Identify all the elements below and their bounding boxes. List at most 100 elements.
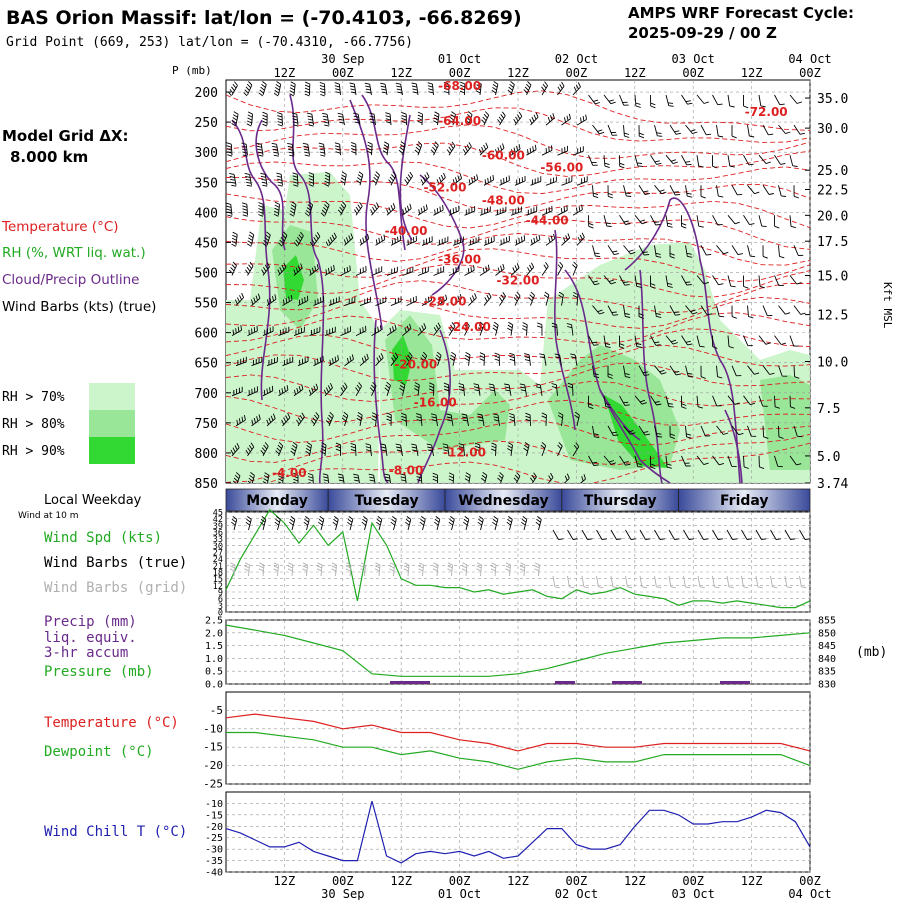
wind-barb-325 bbox=[681, 335, 693, 346]
cloud-outline-3 bbox=[349, 99, 383, 331]
wind-barb-71 bbox=[762, 124, 774, 136]
wind-barb-422 bbox=[461, 413, 469, 426]
wind-barb-p2g-19 bbox=[360, 562, 366, 577]
wind-barb-p2t-26 bbox=[419, 516, 426, 531]
wind-panel-legend: Wind Spd (kts) Wind Barbs (true) Wind Barb… bbox=[44, 530, 187, 596]
temperature-contour-6 bbox=[226, 193, 810, 229]
wind-barb-69 bbox=[731, 125, 737, 139]
wind-barb-448 bbox=[290, 441, 298, 457]
wind-barb-131 bbox=[545, 176, 557, 186]
wind-barb-274 bbox=[468, 293, 477, 306]
wind-barb-23 bbox=[588, 94, 601, 105]
pressure-tick-8: 600 bbox=[195, 327, 218, 342]
wind-barb-167 bbox=[526, 206, 538, 216]
temp-label-5: -52.00 bbox=[424, 180, 467, 194]
rh-swatch-label-1: RH > 80% bbox=[2, 417, 65, 432]
wind-barb-485 bbox=[293, 472, 299, 483]
wind-barb-254 bbox=[727, 275, 736, 288]
wind-barb-424 bbox=[492, 413, 500, 426]
pressure-tick-9: 650 bbox=[195, 357, 218, 372]
wind-barb-150 bbox=[258, 202, 264, 217]
wind-barb-226 bbox=[293, 263, 303, 276]
wind-barb-12 bbox=[411, 82, 419, 96]
wind-barb-141 bbox=[700, 185, 706, 199]
local-weekday-label: Local Weekday bbox=[44, 493, 142, 508]
p2-ytick-5: 30 bbox=[213, 542, 223, 552]
wind-barb-407 bbox=[235, 415, 246, 427]
p5-ytick-0: -10 bbox=[205, 799, 223, 810]
wind-barb-95 bbox=[557, 145, 569, 156]
top-time-tick-3: 00Z bbox=[449, 66, 471, 80]
wind-barb-157 bbox=[370, 202, 380, 216]
wind-barb-196 bbox=[406, 235, 417, 246]
wind-barb-344 bbox=[405, 352, 413, 366]
wind-barb-154 bbox=[320, 201, 330, 217]
wind-barb-p2t-2 bbox=[245, 516, 252, 531]
cloud-outline-1 bbox=[255, 119, 286, 251]
wind-barb-472 bbox=[665, 455, 672, 469]
wind-barb-192 bbox=[343, 233, 354, 246]
top-time-tick-0: 12Z bbox=[274, 66, 296, 80]
legend-item-1: RH (%, WRT liq. wat.) bbox=[2, 245, 146, 261]
wind-barb-134 bbox=[592, 185, 599, 199]
wind-barb-353 bbox=[539, 353, 547, 366]
wind-barb-447 bbox=[275, 441, 284, 457]
wind-barb-368 bbox=[778, 365, 788, 377]
p2-ytick-4: 33 bbox=[213, 535, 223, 545]
wind-barb-217 bbox=[731, 245, 743, 256]
wind-barb-414 bbox=[341, 411, 349, 427]
wind-barb-p2t-22 bbox=[390, 516, 397, 531]
p2-ytick-9: 18 bbox=[213, 569, 223, 579]
wind-barb-255 bbox=[743, 275, 749, 289]
wind-barb-p2g-59 bbox=[654, 575, 662, 589]
wind-barb-435 bbox=[669, 425, 675, 440]
p2-ytick-12: 9 bbox=[218, 589, 223, 599]
wind-barb-183 bbox=[774, 215, 780, 229]
wind-barb-26 bbox=[634, 94, 641, 108]
wind-barb-181 bbox=[743, 215, 755, 226]
wind-barb-86 bbox=[414, 141, 423, 156]
tempdew-line-0 bbox=[225, 713, 811, 752]
wind-barb-p2t-48 bbox=[581, 529, 593, 540]
wind-barb-453 bbox=[365, 443, 372, 456]
wind-barb-68 bbox=[716, 125, 724, 138]
wind-barb-63 bbox=[638, 125, 645, 139]
wind-barb-p2t-40 bbox=[521, 516, 528, 531]
wind-barb-16 bbox=[475, 81, 482, 96]
wind-barb-481 bbox=[232, 472, 241, 483]
wind-barb-345 bbox=[420, 351, 428, 366]
wind-barb-p2g-49 bbox=[581, 575, 589, 589]
rh-swatches: RH > 70% RH > 80% RH > 90% bbox=[2, 383, 135, 464]
wind-barb-45 bbox=[353, 112, 361, 126]
wind-barb-161 bbox=[433, 205, 444, 216]
wind-barb-222 bbox=[228, 261, 237, 276]
pressure-tick-7: 550 bbox=[195, 297, 218, 312]
wind-barb-218 bbox=[747, 245, 756, 258]
wind-barb-412 bbox=[310, 412, 320, 427]
top-time-tick-9: 00Z bbox=[799, 66, 821, 80]
wind-barb-363 bbox=[700, 365, 706, 379]
wind-barb-491 bbox=[384, 473, 391, 483]
wind-barb-333 bbox=[235, 356, 247, 367]
wind-barb-1 bbox=[243, 81, 253, 97]
wind-barb-24 bbox=[603, 94, 616, 105]
p2-ytick-2: 39 bbox=[213, 522, 223, 532]
temp-label-15: -12.00 bbox=[443, 446, 486, 460]
wind-barb-293 bbox=[762, 305, 773, 317]
wind-barb-361 bbox=[669, 365, 681, 376]
wind-barb-238 bbox=[479, 264, 490, 276]
wind-barb-280 bbox=[558, 291, 564, 306]
wind-barb-203 bbox=[514, 235, 526, 246]
wind-barb-156 bbox=[354, 201, 363, 216]
wind-barb-314 bbox=[507, 321, 514, 336]
temp-legend-0: Temperature (°C) bbox=[44, 715, 179, 731]
temperature-contour-4 bbox=[226, 161, 810, 194]
wind-barb-10 bbox=[380, 82, 388, 96]
wind-barb-146 bbox=[778, 185, 787, 197]
wind-barb-85 bbox=[398, 141, 406, 156]
wind-barb-210 bbox=[623, 245, 636, 255]
pressure-right-tick-0: 855 bbox=[818, 616, 836, 627]
wind-barb-465 bbox=[557, 442, 563, 457]
temp-label-17: -4.00 bbox=[272, 466, 307, 480]
